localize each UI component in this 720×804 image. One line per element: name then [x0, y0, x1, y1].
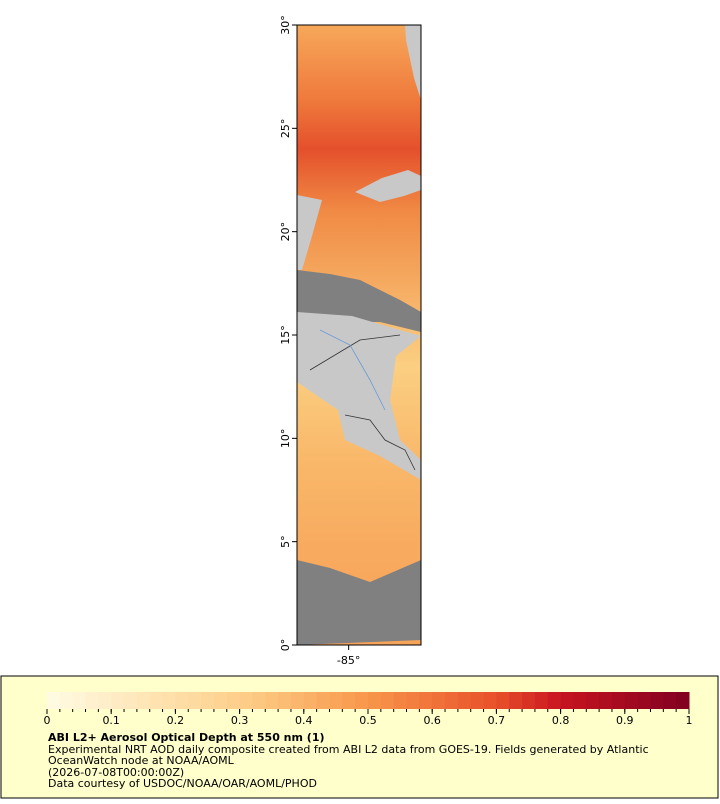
colorbar-tick-label: 0.6 [423, 714, 441, 727]
colorbar-swatch [496, 692, 510, 709]
colorbar-swatch [663, 692, 677, 709]
colorbar-swatch [226, 692, 241, 709]
colorbar: 0 0.1 0.2 0.3 0.4 0.5 0.6 0.7 0.8 0.9 1 [44, 692, 693, 727]
colorbar-tick-label: 0.5 [359, 714, 377, 727]
colorbar-swatch [149, 692, 164, 709]
colorbar-swatch [419, 692, 433, 709]
colorbar-swatch [316, 692, 330, 709]
map [296, 24, 422, 646]
colorbar-swatch [239, 692, 253, 709]
colorbar-swatch [72, 692, 87, 709]
colorbar-swatch [201, 692, 215, 709]
colorbar-swatch [611, 692, 626, 709]
colorbar-swatch [509, 692, 523, 709]
colorbar-tick-label: 0.8 [552, 714, 570, 727]
legend-line: (2026-07-08T00:00:00Z) [48, 766, 184, 779]
colorbar-tick-label: 0.7 [488, 714, 506, 727]
colorbar-swatch [136, 692, 151, 709]
colorbar-swatch [586, 692, 600, 709]
colorbar-swatch [380, 692, 395, 709]
colorbar-tick-label: 1 [686, 714, 693, 727]
legend-line: Experimental NRT AOD daily composite cre… [48, 743, 649, 756]
colorbar-swatch [252, 692, 266, 709]
colorbar-swatch [355, 692, 369, 709]
colorbar-swatch [290, 692, 305, 709]
land [297, 312, 421, 480]
legend-line: Data courtesy of USDOC/NOAA/OAR/AOML/PHO… [48, 777, 317, 790]
colorbar-swatch [393, 692, 408, 709]
colorbar-swatch [406, 692, 420, 709]
colorbar-swatch [445, 692, 459, 709]
colorbar-tick-label: 0 [44, 714, 51, 727]
colorbar-swatch [175, 692, 189, 709]
cloud [297, 560, 421, 645]
legend-line: OceanWatch node at NOAA/AOML [48, 754, 235, 767]
colorbar-swatch [303, 692, 318, 709]
colorbar-tick-label: 0.3 [231, 714, 249, 727]
colorbar-swatch [534, 692, 549, 709]
lat-tick-label: 20° [279, 222, 292, 242]
river [319, 329, 386, 411]
lat-tick-label: 10° [279, 429, 292, 449]
colorbar-swatch [342, 692, 356, 709]
colorbar-swatch [265, 692, 279, 709]
colorbar-swatch [111, 692, 125, 709]
colorbar-swatch [457, 692, 472, 709]
colorbar-swatch [624, 692, 639, 709]
land [355, 170, 421, 202]
legend-title: ABI L2+ Aerosol Optical Depth at 550 nm … [48, 731, 325, 744]
land [405, 25, 421, 100]
border [344, 414, 416, 471]
lat-tick-label: 25° [279, 119, 292, 139]
colorbar-swatch [650, 692, 664, 709]
axes: 0° 5° 10° 15° 20° 25° 30° -85° [279, 15, 360, 667]
colorbar-swatch [278, 692, 292, 709]
lat-tick-label: 15° [279, 325, 292, 345]
colorbar-swatch [547, 692, 562, 709]
colorbar-swatch [599, 692, 613, 709]
colorbar-swatch [98, 692, 112, 709]
colorbar-swatch [162, 692, 176, 709]
lon-tick-label: -85° [337, 654, 360, 667]
colorbar-swatch [213, 692, 228, 709]
land [297, 195, 322, 270]
colorbar-tick-label: 0.9 [616, 714, 634, 727]
colorbar-swatch [560, 692, 574, 709]
colorbar-swatch [470, 692, 485, 709]
colorbar-swatch [573, 692, 587, 709]
colorbar-swatch [522, 692, 536, 709]
colorbar-swatch [188, 692, 202, 709]
colorbar-swatch [124, 692, 138, 709]
colorbar-tick-label: 0.4 [295, 714, 313, 727]
colorbar-swatch [676, 692, 690, 709]
colorbar-swatch [483, 692, 497, 709]
colorbar-swatch [85, 692, 99, 709]
border [309, 334, 401, 371]
lat-tick-label: 5° [279, 535, 292, 548]
colorbar-swatch [329, 692, 343, 709]
colorbar-tick-label: 0.2 [167, 714, 185, 727]
colorbar-swatch [59, 692, 74, 709]
colorbar-swatch [432, 692, 446, 709]
lat-tick-label: 30° [279, 15, 292, 35]
colorbar-swatch [368, 692, 382, 709]
lat-tick-label: 0° [279, 639, 292, 652]
colorbar-tick-label: 0.1 [102, 714, 120, 727]
colorbar-swatch [637, 692, 651, 709]
colorbar-swatch [47, 692, 61, 709]
